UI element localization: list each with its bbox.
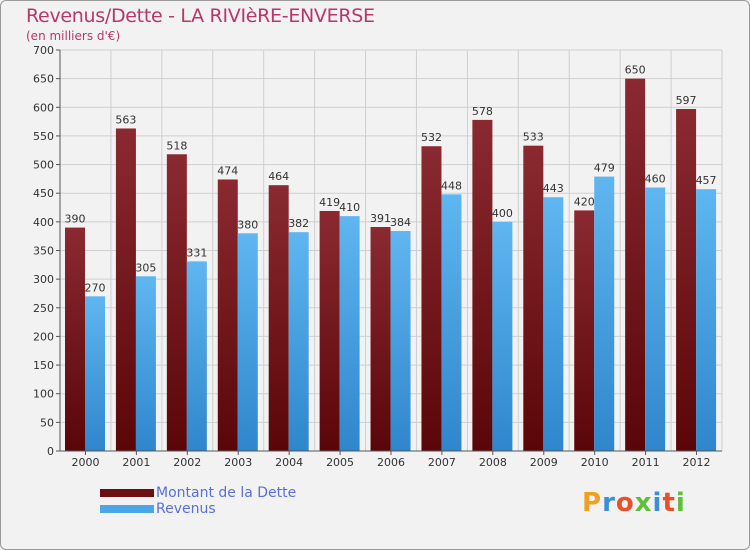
bar-revenus <box>288 232 309 451</box>
data-label: 270 <box>85 281 106 294</box>
logo-letter: r <box>602 488 616 518</box>
data-label: 533 <box>523 131 544 144</box>
bar-dette <box>370 227 391 451</box>
x-tick-label: 2008 <box>479 456 507 469</box>
proxiti-logo: Proxiti <box>582 488 686 518</box>
data-label: 474 <box>217 164 238 177</box>
y-tick-label: 450 <box>33 187 54 200</box>
data-label: 563 <box>115 113 136 126</box>
bar-dette <box>625 78 646 452</box>
data-label: 305 <box>135 261 156 274</box>
data-label: 457 <box>696 174 717 187</box>
bar-dette <box>217 179 238 452</box>
data-label: 597 <box>676 94 697 107</box>
bar-dette <box>115 128 136 451</box>
legend-swatch-dette <box>100 489 154 497</box>
logo-letter: i <box>675 488 686 518</box>
bar-revenus <box>135 276 156 451</box>
data-label: 532 <box>421 131 442 144</box>
y-tick-label: 200 <box>33 330 54 343</box>
y-tick-label: 300 <box>33 273 54 286</box>
bar-revenus <box>85 296 105 451</box>
y-tick-label: 350 <box>33 245 54 258</box>
x-tick-label: 2000 <box>71 456 99 469</box>
data-label: 382 <box>288 217 309 230</box>
data-label: 380 <box>237 218 258 231</box>
legend-label-revenus: Revenus <box>156 501 216 517</box>
data-label: 391 <box>370 212 391 225</box>
logo-letter: i <box>652 488 663 518</box>
logo-letter: t <box>662 488 676 518</box>
bar-revenus <box>441 194 462 452</box>
x-tick-label: 2004 <box>275 456 303 469</box>
y-tick-label: 600 <box>33 101 54 114</box>
x-tick-label: 2006 <box>377 456 405 469</box>
legend-label-dette: Montant de la Dette <box>156 485 297 501</box>
y-tick-label: 150 <box>33 359 54 372</box>
data-label: 419 <box>319 196 340 209</box>
data-label: 479 <box>594 162 615 175</box>
bar-dette <box>472 119 493 451</box>
x-tick-label: 2005 <box>326 456 354 469</box>
bar-dette <box>523 145 544 451</box>
bar-dette <box>421 146 442 452</box>
data-label: 460 <box>645 172 666 185</box>
data-label: 650 <box>625 64 646 77</box>
bar-revenus <box>339 216 360 451</box>
x-tick-label: 2002 <box>173 456 201 469</box>
y-tick-label: 400 <box>33 216 54 229</box>
bar-revenus <box>237 233 258 451</box>
logo-letter: x <box>634 488 653 518</box>
x-tick-label: 2007 <box>428 456 456 469</box>
chart-subtitle: (en milliers d'€) <box>26 29 121 43</box>
bar-revenus <box>594 176 615 451</box>
y-tick-label: 50 <box>40 416 54 429</box>
bar-revenus <box>186 261 207 451</box>
y-tick-label: 100 <box>33 388 54 401</box>
data-label: 384 <box>390 216 411 229</box>
x-tick-label: 2012 <box>683 456 711 469</box>
bar-dette <box>319 210 340 451</box>
legend-item-dette: Montant de la Dette <box>100 485 296 501</box>
bar-revenus <box>645 187 666 451</box>
bar-revenus <box>390 231 411 451</box>
x-tick-label: 2010 <box>581 456 609 469</box>
legend-swatch-revenus <box>100 505 154 513</box>
bar-dette <box>268 185 289 452</box>
y-tick-label: 700 <box>33 44 54 57</box>
data-label: 410 <box>339 201 360 214</box>
bar-revenus <box>543 197 564 451</box>
y-tick-label: 650 <box>33 73 54 86</box>
y-tick-label: 500 <box>33 159 54 172</box>
x-tick-label: 2009 <box>530 456 558 469</box>
chart-title: Revenus/Dette - LA RIVIèRE-ENVERSE <box>26 5 375 27</box>
data-label: 390 <box>65 213 86 226</box>
bar-revenus <box>696 189 717 451</box>
data-label: 331 <box>186 246 207 259</box>
data-label: 464 <box>268 170 289 183</box>
data-label: 518 <box>166 139 187 152</box>
data-label: 578 <box>472 105 493 118</box>
y-tick-label: 250 <box>33 302 54 315</box>
logo-letter: P <box>582 488 603 518</box>
x-tick-label: 2011 <box>632 456 660 469</box>
legend: Montant de la Dette Revenus <box>100 485 296 517</box>
data-label: 400 <box>492 207 513 220</box>
data-label: 420 <box>574 195 595 208</box>
x-tick-label: 2003 <box>224 456 252 469</box>
data-label: 448 <box>441 179 462 192</box>
logo-letter: o <box>615 488 635 518</box>
x-tick-label: 2001 <box>122 456 150 469</box>
bar-dette <box>65 227 85 451</box>
data-label: 443 <box>543 182 564 195</box>
bar-revenus <box>492 221 513 451</box>
bar-dette <box>676 109 697 452</box>
y-tick-label: 0 <box>47 445 54 458</box>
bar-dette <box>574 210 595 451</box>
bar-dette <box>166 154 187 451</box>
y-tick-label: 550 <box>33 130 54 143</box>
legend-item-revenus: Revenus <box>100 501 296 517</box>
